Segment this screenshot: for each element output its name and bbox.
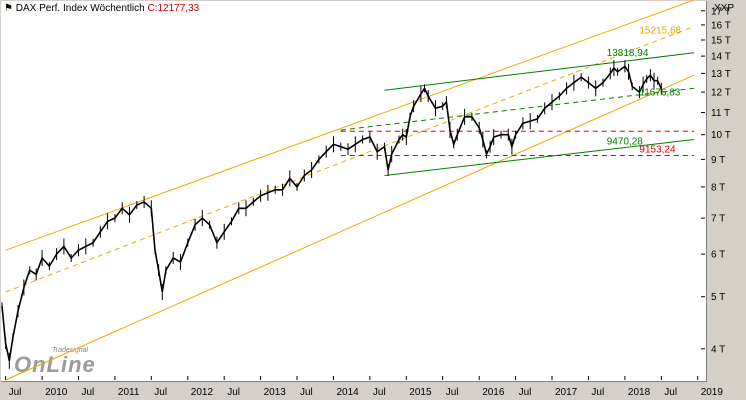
trend-line-green-lower (384, 139, 695, 176)
x-axis: Jul 2010 Jul 2011 Jul 2012 Jul 2013 Jul 2014 Jul 20… (5, 376, 724, 398)
x-tick-label: 2011 (118, 387, 140, 398)
close-value: C:12177,33 (147, 3, 200, 14)
y-tick-label: 17 T (711, 6, 731, 17)
x-tick-label: Jul (446, 387, 459, 398)
y-tick-label: 4 T (711, 344, 725, 355)
chart-header: ⚑ DAX Perf. Index Wöchentlich C:12177,33 (4, 3, 199, 14)
x-tick-label: Jul (373, 387, 386, 398)
price-series-line (1, 65, 663, 361)
trend-lines-layer (5, 0, 695, 381)
x-tick-label: Jul (227, 387, 240, 398)
logo-big-text: OnLine (14, 352, 96, 377)
level-label: 9470,28 (607, 137, 644, 148)
y-tick-label: 15 T (711, 36, 731, 47)
y-tick-label: 12 T (711, 88, 731, 99)
x-tick-label: Jul (82, 387, 95, 398)
y-tick-label: 5 T (711, 292, 725, 303)
x-tick-label: 2012 (191, 387, 214, 398)
y-tick-label: 6 T (711, 250, 725, 261)
x-tick-label: 2013 (264, 387, 287, 398)
x-tick-label: Jul (300, 387, 313, 398)
flag-icon: ⚑ (4, 3, 13, 14)
plot-area[interactable] (1, 1, 707, 382)
period-label: Wöchentlich (90, 3, 145, 14)
level-label: 11676,83 (639, 88, 680, 99)
logo-small-text: Tradesignal (52, 347, 89, 354)
trend-line-lower-channel (5, 74, 695, 381)
y-tick-label: 9 T (711, 155, 725, 166)
y-tick-label: 16 T (711, 20, 731, 31)
trend-line-upper-channel (5, 0, 695, 251)
x-tick-label: 2015 (409, 387, 432, 398)
x-tick-label: 2018 (628, 387, 651, 398)
x-tick-label: Jul (154, 387, 167, 398)
price-series-layer (1, 60, 663, 369)
y-tick-label: 11 T (711, 108, 730, 119)
trend-line-mid-channel (5, 25, 695, 293)
x-tick-label: Jul (519, 387, 532, 398)
y-tick-label: 8 T (711, 182, 725, 193)
x-tick-label: 2014 (337, 387, 360, 398)
x-tick-label: Jul (9, 387, 22, 398)
y-tick-label: 14 T (711, 52, 731, 63)
x-tick-label: 2017 (555, 387, 578, 398)
y-axis: 4 T 5 T 6 T 7 T 8 T 9 T 10 T 11 T 12 T 13 T 14 T 15… (701, 6, 731, 355)
level-label: 9153,24 (639, 145, 676, 156)
y-tick-label: 7 T (711, 214, 725, 225)
x-tick-label: 2016 (482, 387, 505, 398)
y-axis-title: XXP (714, 3, 735, 14)
y-tick-label: 13 T (711, 69, 731, 80)
trend-line-green-upper (384, 52, 695, 91)
x-tick-label: Jul (591, 387, 604, 398)
x-tick-label: 2019 (701, 387, 724, 398)
x-tick-label: Jul (664, 387, 677, 398)
x-tick-label: 2010 (45, 387, 68, 398)
y-tick-label: 10 T (711, 130, 731, 141)
level-label: 15215,68 (639, 26, 681, 37)
level-label: 13818,94 (607, 48, 649, 59)
instrument-name: DAX Perf. Index (15, 3, 88, 14)
